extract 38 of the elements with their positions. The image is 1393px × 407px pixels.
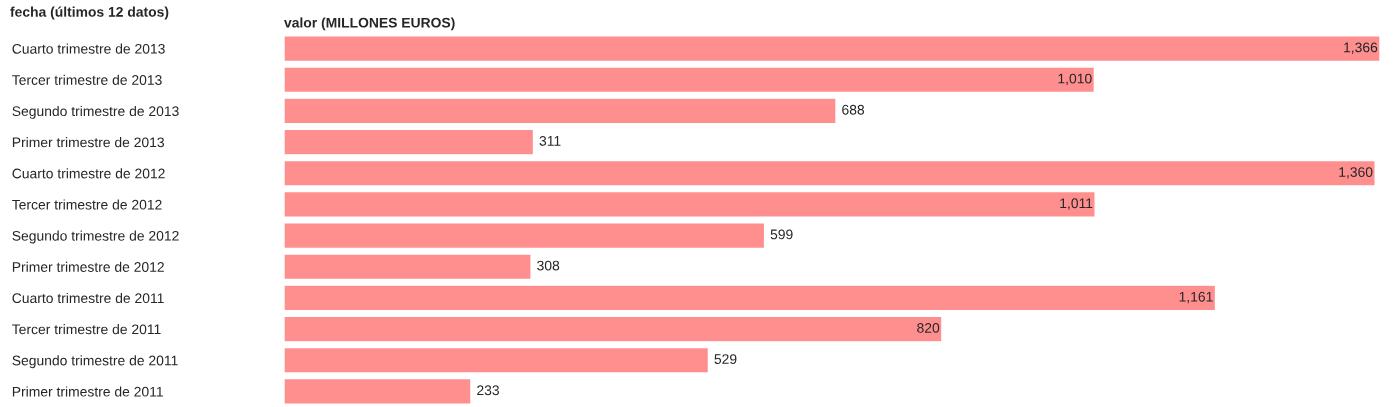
bar xyxy=(284,315,943,343)
data-label: 1,366 xyxy=(1344,42,1378,54)
x-axis-title: valor (MILLONES EUROS) xyxy=(284,17,455,31)
y-tick-label: Tercer trimestre de 2011 xyxy=(12,324,161,335)
bar xyxy=(284,97,837,125)
bar xyxy=(284,377,472,405)
y-tick-label: Segundo trimestre de 2011 xyxy=(12,355,178,369)
data-label: 529 xyxy=(714,354,737,364)
y-tick-label: Cuarto trimestre de 2011 xyxy=(12,292,164,304)
bar xyxy=(284,346,710,374)
y-tick-label: Tercer trimestre de 2012 xyxy=(12,199,162,210)
y-tick-label: Primer trimestre de 2013 xyxy=(12,137,164,148)
data-label: 1,360 xyxy=(1339,167,1373,179)
y-tick-label: Segundo trimestre de 2012 xyxy=(12,230,179,244)
data-label: 1,011 xyxy=(1060,198,1093,210)
y-tick-label: Tercer trimestre de 2013 xyxy=(12,74,162,85)
bar xyxy=(284,66,1096,94)
bar xyxy=(284,159,1376,187)
bar xyxy=(284,284,1217,312)
y-axis-title: fecha (últimos 12 datos) xyxy=(10,6,169,20)
bar xyxy=(284,253,532,281)
y-tick-label: Primer trimestre de 2012 xyxy=(12,261,164,272)
bar xyxy=(284,222,766,250)
data-label: 688 xyxy=(842,104,865,115)
bar xyxy=(284,128,535,156)
data-label: 820 xyxy=(917,322,940,333)
data-label: 233 xyxy=(477,385,499,396)
data-label: 308 xyxy=(537,260,560,271)
y-tick-label: Cuarto trimestre de 2012 xyxy=(12,168,165,179)
y-tick-label: Segundo trimestre de 2013 xyxy=(12,105,179,119)
data-label: 1,010 xyxy=(1058,73,1092,86)
y-tick-label: Cuarto trimestre de 2013 xyxy=(12,43,165,54)
y-tick-label: Primer trimestre de 2011 xyxy=(12,386,163,397)
data-label: 1,161 xyxy=(1179,291,1213,304)
bar xyxy=(284,190,1096,218)
data-label: 599 xyxy=(770,229,793,240)
data-label: 311 xyxy=(539,135,561,146)
bar xyxy=(284,35,1380,63)
